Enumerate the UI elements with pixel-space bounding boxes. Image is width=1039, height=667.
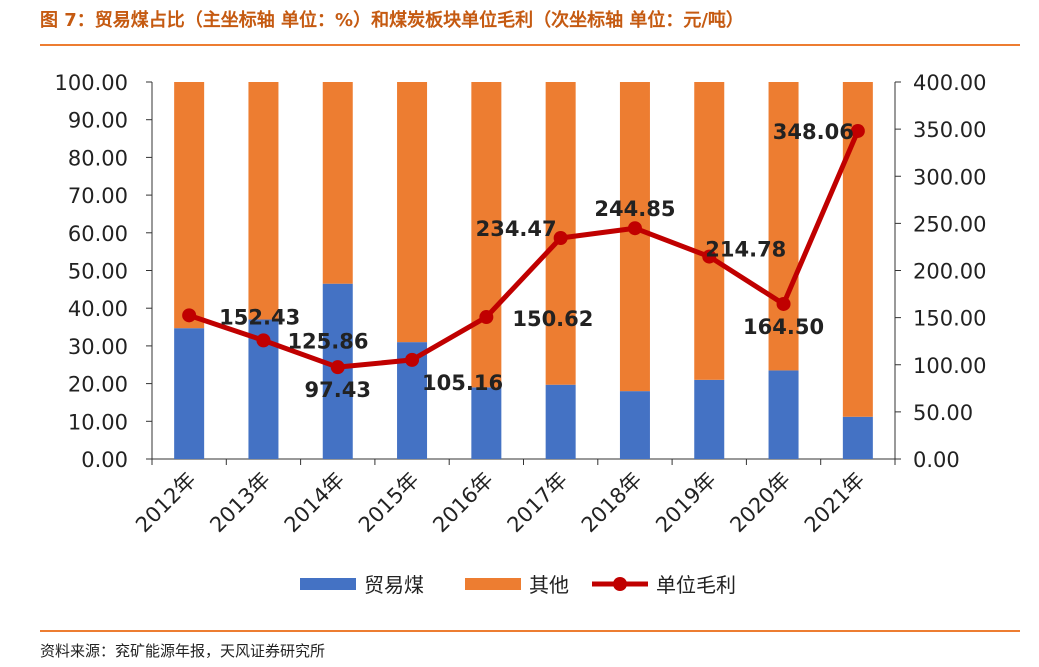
bar-other: [174, 82, 205, 329]
unit-margin-line: [188, 129, 861, 370]
primary-y-tick-label: 80.00: [68, 146, 128, 170]
footer-divider: [40, 630, 1020, 632]
data-label: 152.43: [219, 305, 300, 329]
secondary-y-tick-label: 150.00: [913, 307, 986, 331]
secondary-y-tick-label: 400.00: [913, 71, 986, 95]
secondary-y-tick-label: 350.00: [913, 118, 986, 142]
data-label: 164.50: [743, 315, 824, 339]
x-tick-label: 2012年: [131, 468, 201, 538]
data-label: 150.62: [512, 307, 593, 331]
legend-label: 其他: [529, 573, 569, 597]
unit-margin-point: [553, 231, 568, 246]
primary-y-tick-label: 70.00: [68, 184, 128, 208]
title-divider: [40, 44, 1020, 46]
primary-y-tick-label: 50.00: [68, 260, 128, 284]
bar-other: [768, 82, 799, 371]
primary-y-tick-label: 20.00: [68, 373, 128, 397]
x-tick-label: 2021年: [800, 468, 870, 538]
data-label: 125.86: [287, 329, 368, 353]
primary-y-tick-label: 100.00: [55, 71, 128, 95]
secondary-y-tick-label: 100.00: [913, 354, 986, 378]
legend-swatch-other: [465, 578, 521, 590]
primary-y-tick-label: 30.00: [68, 335, 128, 359]
chart-title: 图 7：贸易煤占比（主坐标轴 单位：%）和煤炭板块单位毛利（次坐标轴 单位：元/…: [40, 10, 744, 31]
unit-margin-point: [182, 308, 197, 323]
x-tick-label: 2018年: [577, 468, 647, 538]
bars-layer: [174, 82, 873, 459]
bar-trade-coal: [471, 387, 502, 459]
bar-trade-coal: [842, 416, 873, 459]
bar-trade-coal: [545, 384, 576, 459]
data-label: 234.47: [476, 217, 557, 241]
unit-margin-point: [702, 249, 717, 264]
legend-label: 贸易煤: [364, 573, 424, 597]
bar-trade-coal: [694, 379, 725, 459]
legend-label: 单位毛利: [656, 573, 736, 597]
primary-y-tick-label: 40.00: [68, 297, 128, 321]
unit-margin-point: [479, 310, 494, 325]
secondary-y-tick-label: 0.00: [913, 448, 960, 472]
combo-chart: 0.00 10.00 20.00 30.00 40.00 50.00 60.00 70.00 8…: [55, 71, 987, 597]
unit-margin-point: [330, 360, 345, 375]
x-tick-label: 2017年: [503, 468, 573, 538]
source-note: 资料来源：兖矿能源年报，天风证券研究所: [40, 642, 326, 660]
data-label: 214.78: [705, 238, 786, 262]
secondary-y-tick-label: 300.00: [913, 165, 986, 189]
bar-other: [471, 82, 502, 388]
x-tick-label: 2014年: [280, 468, 350, 538]
bar-trade-coal: [619, 391, 650, 459]
unit-margin-point: [850, 123, 865, 138]
unit-margin-point: [776, 296, 791, 311]
bar-other: [248, 82, 279, 320]
unit-margin-point: [405, 352, 420, 367]
bar-trade-coal: [768, 370, 799, 459]
x-tick-label: 2015年: [354, 468, 424, 538]
data-label: 348.06: [773, 120, 854, 144]
unit-margin-point: [256, 333, 271, 348]
bar-other: [619, 82, 650, 392]
legend-swatch-trade-coal: [300, 578, 356, 590]
bar-other: [694, 82, 725, 380]
data-label: 105.16: [422, 371, 503, 395]
secondary-y-tick-label: 250.00: [913, 212, 986, 236]
x-tick-label: 2020年: [725, 468, 795, 538]
unit-margin-point: [627, 221, 642, 236]
legend: 贸易煤 其他 单位毛利: [300, 573, 736, 597]
secondary-y-tick-label: 50.00: [913, 401, 973, 425]
bar-other: [397, 82, 428, 343]
primary-y-tick-label: 0.00: [81, 448, 128, 472]
primary-y-tick-label: 90.00: [68, 109, 128, 133]
x-tick-label: 2016年: [428, 468, 498, 538]
x-tick-label: 2019年: [651, 468, 721, 538]
secondary-y-tick-label: 200.00: [913, 260, 986, 284]
x-tick-label: 2013年: [205, 468, 275, 538]
primary-y-tick-label: 60.00: [68, 222, 128, 246]
bar-trade-coal: [174, 328, 205, 459]
line-layer: [182, 123, 865, 375]
data-label: 244.85: [594, 197, 675, 221]
bar-other: [322, 82, 353, 284]
primary-y-tick-label: 10.00: [68, 410, 128, 434]
data-label: 97.43: [305, 378, 371, 402]
legend-marker-unit-margin: [613, 577, 627, 591]
